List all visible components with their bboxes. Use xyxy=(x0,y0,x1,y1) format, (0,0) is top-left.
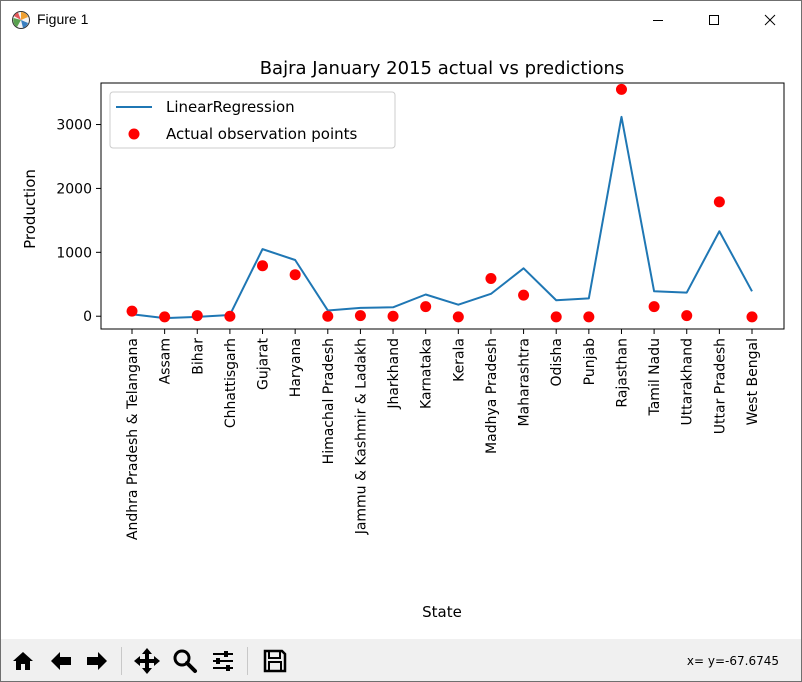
x-tick-label: Punjab xyxy=(582,338,598,385)
matplotlib-logo-icon xyxy=(12,11,30,29)
cursor-coordinates: x= y=-67.6745 xyxy=(686,654,779,668)
observation-point xyxy=(159,311,171,323)
legend: LinearRegression Actual observation point… xyxy=(109,91,396,149)
observation-point xyxy=(648,301,660,313)
minimize-button[interactable] xyxy=(635,1,681,39)
x-tick-label: Madhya Pradesh xyxy=(484,338,500,454)
observation-point xyxy=(126,305,138,317)
observation-point xyxy=(485,273,497,285)
x-tick-label: Rajasthan xyxy=(614,338,630,408)
x-tick-label: Odisha xyxy=(549,338,565,387)
regression-line xyxy=(131,115,753,320)
observation-point xyxy=(387,310,399,322)
x-tick-label: Bihar xyxy=(190,338,206,375)
y-tick-label: 0 xyxy=(83,309,92,325)
observation-point xyxy=(257,260,269,272)
y-tick-label: 3000 xyxy=(56,118,92,134)
observation-point xyxy=(518,289,530,301)
observation-point xyxy=(322,310,334,322)
chart-title: Bajra January 2015 actual vs predictions xyxy=(260,58,625,79)
x-tick-label: Uttarakhand xyxy=(680,338,696,425)
legend-entry-label: Actual observation points xyxy=(166,125,357,143)
legend-point-swatch xyxy=(128,128,140,140)
zoom-icon xyxy=(173,649,197,673)
forward-button[interactable] xyxy=(81,645,113,677)
x-tick-label: Assam xyxy=(158,338,174,384)
observation-point xyxy=(452,311,464,323)
home-icon xyxy=(13,652,33,670)
x-tick-label: Karnataka xyxy=(419,338,435,409)
back-button[interactable] xyxy=(45,645,77,677)
x-tick-label: Jammu & Kashmir & Ladakh xyxy=(353,338,369,535)
x-axis-label: State xyxy=(422,603,462,621)
home-button[interactable] xyxy=(7,645,39,677)
x-tick-label: Uttar Pradesh xyxy=(712,338,728,434)
configure-subplots-icon xyxy=(213,651,233,671)
x-tick-label: Tamil Nadu xyxy=(647,338,663,417)
minimize-icon xyxy=(653,20,663,21)
close-icon xyxy=(764,14,776,26)
legend-box xyxy=(109,91,396,149)
x-tick-label: Kerala xyxy=(451,338,467,382)
save-icon xyxy=(263,649,287,673)
y-axis-label: Production xyxy=(21,169,39,249)
x-tick-label: Chhattisgarh xyxy=(223,338,239,428)
observation-point xyxy=(615,83,627,95)
y-tick-label: 2000 xyxy=(56,181,92,197)
x-tick-label: Andhra Pradesh & Telangana xyxy=(125,338,141,540)
navigation-toolbar: x= y=-67.6745 xyxy=(1,639,801,681)
close-button[interactable] xyxy=(747,1,793,39)
observation-point xyxy=(354,310,366,322)
observation-point xyxy=(550,311,562,323)
x-tick-label: Himachal Pradesh xyxy=(321,338,337,464)
x-tick-label: Maharashtra xyxy=(517,338,533,426)
pan-button[interactable] xyxy=(131,645,163,677)
observation-point xyxy=(420,301,432,313)
zoom-button[interactable] xyxy=(169,645,201,677)
legend-entry-label: LinearRegression xyxy=(166,98,295,116)
x-tick-label: Haryana xyxy=(288,338,304,397)
observation-point xyxy=(289,269,301,281)
axes-frame xyxy=(100,82,785,330)
figure-canvas[interactable]: Bajra January 2015 actual vs predictions… xyxy=(1,39,801,639)
title-bar[interactable]: Figure 1 xyxy=(1,1,801,39)
observation-point xyxy=(681,310,693,322)
observation-point xyxy=(224,310,236,322)
window-title: Figure 1 xyxy=(37,11,89,27)
x-tick-label: Jharkhand xyxy=(386,338,402,410)
save-button[interactable] xyxy=(259,645,291,677)
observation-point xyxy=(746,311,758,323)
configure-subplots-button[interactable] xyxy=(207,645,239,677)
x-tick-label: West Bengal xyxy=(745,338,761,425)
plot-area: 0 1000 2000 3000 Andhra Pradesh & Telangana A… xyxy=(56,83,761,540)
y-tick-label: 1000 xyxy=(56,245,92,261)
pan-icon xyxy=(134,648,160,674)
observation-point xyxy=(583,311,595,323)
toolbar-separator xyxy=(121,647,122,675)
observation-point xyxy=(191,310,203,322)
forward-arrow-icon xyxy=(87,652,107,670)
maximize-icon xyxy=(709,15,719,25)
maximize-button[interactable] xyxy=(691,1,737,39)
x-tick-label: Gujarat xyxy=(256,337,272,390)
toolbar-separator xyxy=(247,647,248,675)
back-arrow-icon xyxy=(51,652,71,670)
chart: Bajra January 2015 actual vs predictions… xyxy=(21,58,785,621)
observation-point xyxy=(713,196,725,208)
